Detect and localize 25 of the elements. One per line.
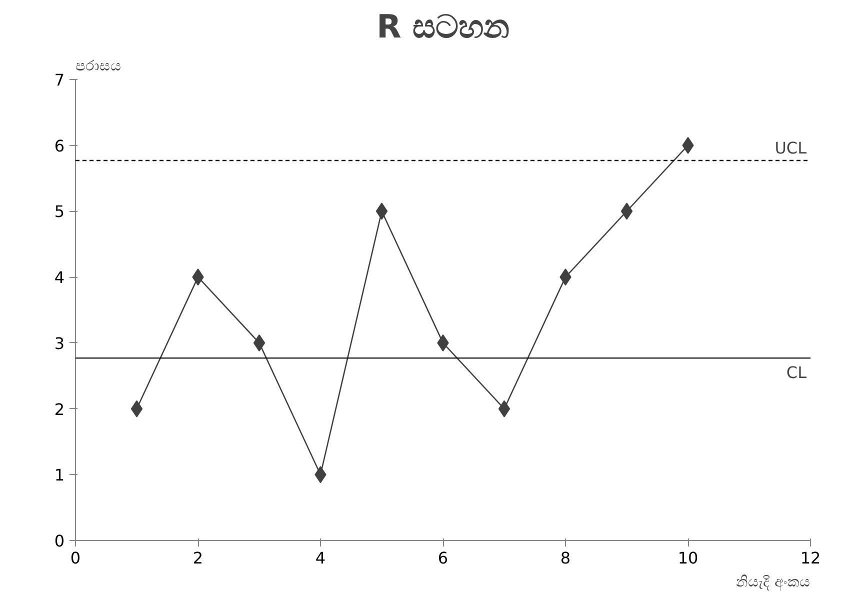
x-tick-label: 10: [678, 548, 698, 568]
x-tick-label: 0: [70, 548, 81, 568]
point: [130, 400, 143, 418]
y-axis-title: පරාසය: [76, 58, 122, 74]
y-tick-label: 3: [54, 334, 65, 353]
ref-line-label: UCL: [774, 138, 807, 158]
y-tick-label: 6: [54, 136, 65, 156]
point: [253, 334, 266, 352]
y-tick-label: 1: [54, 466, 65, 485]
x-tick-label: 6: [438, 548, 448, 568]
x-axis-title: නියැදි අංකය: [736, 574, 811, 592]
point: [620, 202, 633, 220]
ref-line-label: CL: [786, 363, 807, 382]
point: [498, 400, 510, 418]
y-tick-label: 7: [54, 70, 65, 90]
y-tick-label: 5: [54, 202, 65, 222]
x-tick-label: 4: [315, 548, 326, 568]
y-tick-label: 0: [54, 532, 65, 550]
x-tick-label: 2: [192, 548, 204, 568]
x-tick-label: 8: [560, 548, 571, 568]
y-tick-label: 2: [54, 400, 65, 419]
point: [376, 202, 388, 220]
x-tick-label: 12: [800, 548, 821, 568]
y-tick-label: 4: [54, 268, 65, 288]
chart-title: R සටහන: [376, 8, 510, 46]
